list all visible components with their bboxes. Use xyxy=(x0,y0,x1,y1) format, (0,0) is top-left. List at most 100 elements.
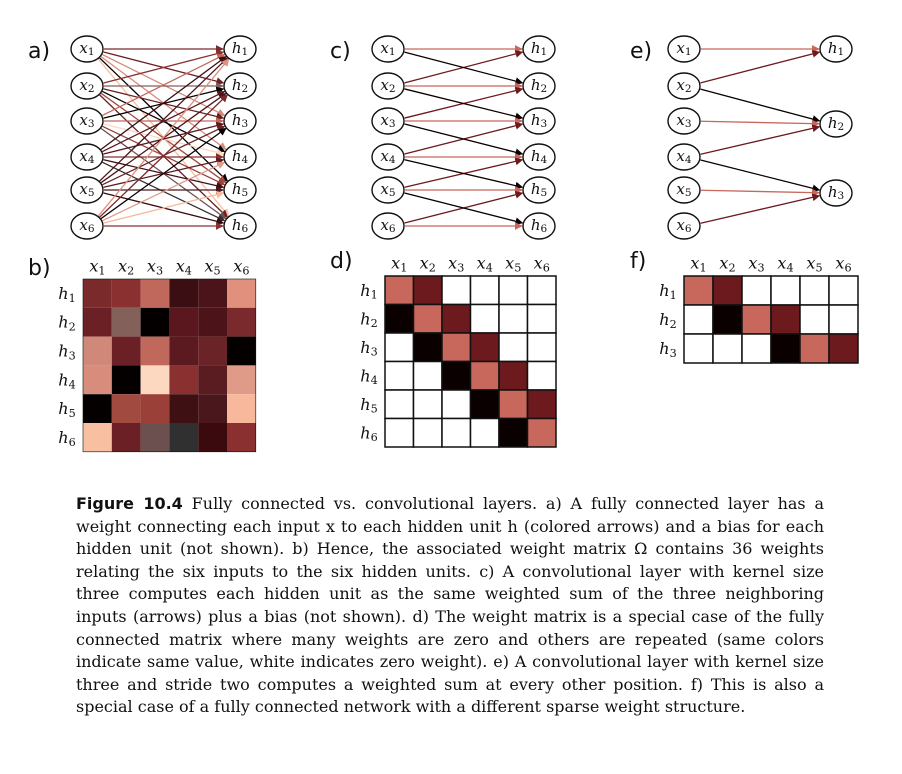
cell-f-h2-x1 xyxy=(683,304,714,335)
edge-a-x4-h1 xyxy=(100,55,227,151)
row-label-d-h3: h3 xyxy=(360,338,377,358)
node-c-x2-circle xyxy=(371,72,405,100)
cell-b-h3-x6 xyxy=(227,336,256,366)
cell-b-h5-x2 xyxy=(111,394,141,423)
node-a-h5-circle xyxy=(223,176,257,204)
node-e-x6-circle xyxy=(667,212,701,240)
node-e-h2-circle xyxy=(819,110,853,138)
cell-f-h3-x5 xyxy=(799,333,830,364)
cell-b-h2-x4 xyxy=(169,307,199,337)
cell-f-h2-x6 xyxy=(828,304,859,335)
node-c-x1-circle xyxy=(371,35,405,63)
cell-d-h1-x4 xyxy=(469,275,500,306)
cell-b-h6-x2 xyxy=(111,423,141,452)
row-label-f-h1: h1 xyxy=(659,281,676,301)
cell-b-h3-x1 xyxy=(83,336,112,366)
cell-f-h2-x4 xyxy=(770,304,801,335)
cell-d-h6-x6 xyxy=(526,417,557,448)
cell-d-h5-x5 xyxy=(498,389,529,420)
row-label-b-h2: h2 xyxy=(58,313,75,333)
cell-f-h1-x5 xyxy=(799,275,830,306)
col-label-b-x2: x2 xyxy=(118,257,134,277)
node-a-h6-circle xyxy=(223,212,257,240)
node-e-x1-circle xyxy=(667,35,701,63)
node-e-x4-circle xyxy=(667,143,701,171)
node-c-h5-circle xyxy=(522,176,556,204)
col-label-b-x6: x6 xyxy=(233,257,249,277)
cell-d-h2-x5 xyxy=(498,303,529,334)
cell-b-h6-x5 xyxy=(198,423,227,452)
node-c-x4-circle xyxy=(371,143,405,171)
cell-f-h1-x1 xyxy=(683,275,714,306)
node-a-x3-circle xyxy=(70,107,104,135)
cell-d-h3-x1 xyxy=(384,332,415,363)
cell-b-h1-x4 xyxy=(169,279,199,308)
cell-f-h2-x3 xyxy=(741,304,772,335)
cell-d-h2-x4 xyxy=(469,303,500,334)
row-label-d-h2: h2 xyxy=(360,309,377,329)
cell-d-h4-x5 xyxy=(498,360,529,391)
cell-b-h3-x2 xyxy=(111,336,141,366)
figure-diagram: x1 x2 x3 x4 x5 x6 h1 h2 h3 h4 h5 h6 x1 x2 x3 x4 x5 x6 h1 h2… xyxy=(28,35,859,453)
node-c-x5-circle xyxy=(371,176,405,204)
col-label-f-x3: x3 xyxy=(748,254,764,274)
node-a-x1-circle xyxy=(70,35,104,63)
cell-d-h6-x2 xyxy=(412,417,443,448)
node-a-x5-circle xyxy=(70,176,104,204)
edge-c-x2-h3 xyxy=(404,88,524,121)
row-label-b-h3: h3 xyxy=(58,342,75,362)
cell-d-h5-x3 xyxy=(441,389,472,420)
cell-b-h4-x4 xyxy=(169,365,199,395)
cell-d-h3-x3 xyxy=(441,332,472,363)
cell-b-h1-x1 xyxy=(83,279,112,308)
edge-e-x3-h2 xyxy=(700,119,820,128)
row-label-b-h1: h1 xyxy=(58,284,75,304)
edge-e-x5-h3 xyxy=(700,188,820,197)
cell-b-h6-x4 xyxy=(169,423,199,452)
cell-d-h4-x6 xyxy=(526,360,557,391)
cell-f-h3-x4 xyxy=(770,333,801,364)
col-label-b-x4: x4 xyxy=(176,257,192,277)
matrix-border-b xyxy=(82,278,257,453)
edge-a-x5-h1 xyxy=(99,57,229,182)
panel-label-f: f) xyxy=(630,249,646,274)
cell-b-h4-x1 xyxy=(83,365,112,395)
node-c-h3-circle xyxy=(522,107,556,135)
node-c-h1-circle xyxy=(522,35,556,63)
cell-f-h2-x2 xyxy=(712,304,743,335)
node-a-h4-circle xyxy=(223,143,257,171)
cell-b-h3-x4 xyxy=(169,336,199,366)
node-c-h6-circle xyxy=(522,212,556,240)
node-c-h2-circle xyxy=(522,72,556,100)
cell-b-h1-x5 xyxy=(198,279,227,308)
node-a-x4-circle xyxy=(70,143,104,171)
cell-b-h5-x1 xyxy=(83,394,112,423)
node-a-h2-circle xyxy=(223,72,257,100)
cell-b-h1-x2 xyxy=(111,279,141,308)
edge-c-x1-h2 xyxy=(404,51,524,85)
cell-b-h2-x6 xyxy=(227,307,256,337)
panel-label-b: b) xyxy=(28,256,51,281)
node-e-x3-circle xyxy=(667,107,701,135)
row-label-d-h1: h1 xyxy=(360,281,377,301)
figure-caption: Figure 10.4 Fully connected vs. convolut… xyxy=(76,493,824,719)
cell-d-h5-x1 xyxy=(384,389,415,420)
cell-f-h1-x3 xyxy=(741,275,772,306)
cell-f-h1-x4 xyxy=(770,275,801,306)
cell-f-h3-x6 xyxy=(828,333,859,364)
col-label-d-x2: x2 xyxy=(420,254,436,274)
cell-b-h6-x3 xyxy=(140,423,170,452)
edge-c-x4-h5 xyxy=(404,159,524,190)
edge-a-x3-h1 xyxy=(102,53,226,117)
cell-d-h1-x1 xyxy=(384,275,415,306)
cell-b-h4-x6 xyxy=(227,365,256,395)
edge-a-x6-h4 xyxy=(102,161,226,222)
cell-f-h1-x6 xyxy=(828,275,859,306)
panel-label-e: e) xyxy=(630,39,652,64)
edge-c-x5-h6 xyxy=(404,192,524,226)
cell-f-h2-x5 xyxy=(799,304,830,335)
node-e-x5-circle xyxy=(667,176,701,204)
col-label-f-x1: x1 xyxy=(690,254,706,274)
cell-d-h3-x5 xyxy=(498,332,529,363)
edge-a-x4-h2 xyxy=(102,90,226,153)
